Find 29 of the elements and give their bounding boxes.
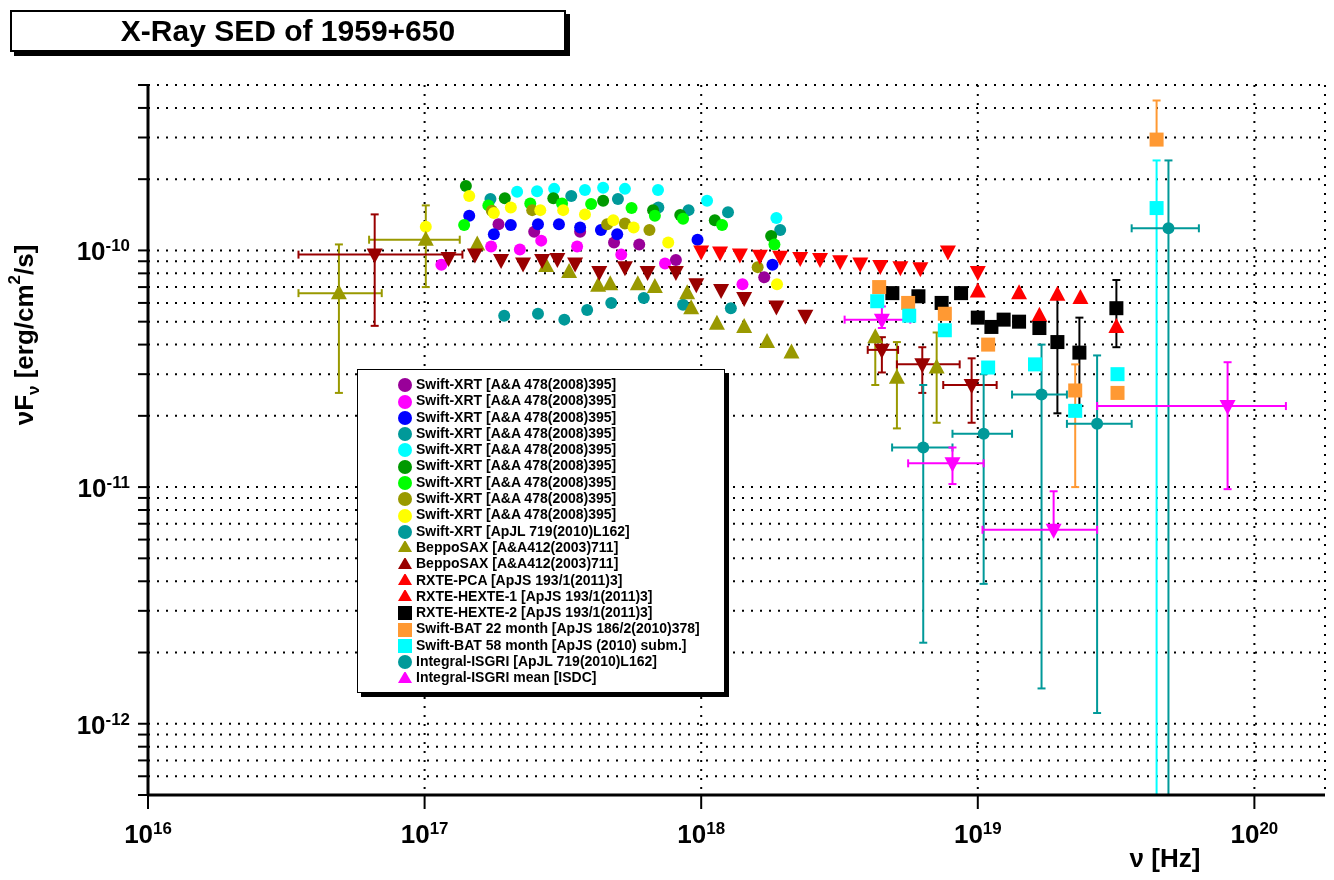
legend-label: Integral-ISGRI mean [ISDC] (416, 669, 597, 686)
y-tick-label: 10$^{-12}$ (76, 709, 130, 740)
x-tick-label: 10$^{20}$ (1230, 818, 1279, 849)
legend-label: Swift-BAT 58 month [ApJS (2010) subm.] (416, 636, 687, 653)
legend-label: Swift-XRT [A&A 478(2008)395] (416, 376, 617, 392)
legend-label: Swift-XRT [A&A 478(2008)395] (416, 473, 617, 490)
y-tick-label: 10$^{-11}$ (77, 472, 130, 504)
legend-label: Swift-XRT [A&A 478(2008)395] (416, 441, 617, 458)
legend-label: RXTE-HEXTE-1 [ApJS 193/1(2011)3] (416, 587, 653, 604)
legend-label: Swift-XRT [A&A 478(2008)395] (416, 490, 617, 507)
chart-title: X-Ray SED of 1959+650 (120, 14, 456, 48)
legend-label: BeppoSAX [A&A412(2003)711] (416, 538, 619, 555)
x-tick-label: 10$^{19}$ (953, 818, 1002, 849)
legend-label: Swift-XRT [A&A 478(2008)395] (416, 408, 617, 425)
legend-label: Swift-XRT [A&A 478(2008)395] (416, 424, 617, 441)
legend-label: Swift-XRT [A&A 478(2008)395] (416, 392, 617, 409)
legend-label: Swift-XRT [A&A 478(2008)395] (416, 457, 617, 474)
legend-label: RXTE-PCA [ApJS 193/1(2011)3] (416, 571, 623, 588)
legend-label: Swift-XRT [A&A 478(2008)395] (416, 506, 617, 523)
legend-label: RXTE-HEXTE-2 [ApJS 193/1(2011)3] (416, 604, 653, 621)
x-tick-label: 10$^{18}$ (677, 818, 726, 849)
x-axis-title: ν [Hz] (1129, 843, 1201, 873)
x-tick-label: 10$^{17}$ (400, 818, 449, 849)
y-tick-label: 10$^{-10}$ (76, 235, 130, 267)
legend-label: BeppoSAX [A&A412(2003)711] (416, 555, 619, 572)
legend-label: Swift-XRT [ApJL 719(2010)L162] (416, 522, 630, 539)
legend-label: Swift-BAT 22 month [ApJS 186/2(2010)378] (416, 620, 700, 637)
legend-label: Integral-ISGRI [ApJL 719(2010)L162] (416, 653, 657, 670)
x-tick-label: 10$^{16}$ (124, 818, 172, 849)
